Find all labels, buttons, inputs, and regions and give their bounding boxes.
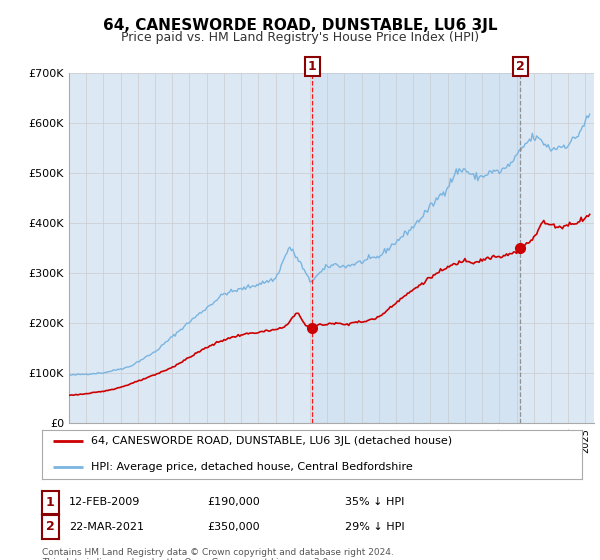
Text: HPI: Average price, detached house, Central Bedfordshire: HPI: Average price, detached house, Cent… bbox=[91, 462, 412, 472]
Text: 64, CANESWORDE ROAD, DUNSTABLE, LU6 3JL: 64, CANESWORDE ROAD, DUNSTABLE, LU6 3JL bbox=[103, 18, 497, 33]
Text: 29% ↓ HPI: 29% ↓ HPI bbox=[345, 522, 404, 532]
Bar bbox=[312, 73, 520, 423]
Text: 2: 2 bbox=[46, 520, 55, 534]
Text: 2: 2 bbox=[516, 60, 525, 73]
Text: £190,000: £190,000 bbox=[207, 497, 260, 507]
Text: 12-FEB-2009: 12-FEB-2009 bbox=[69, 497, 140, 507]
Text: 1: 1 bbox=[308, 60, 316, 73]
Text: £350,000: £350,000 bbox=[207, 522, 260, 532]
Text: 35% ↓ HPI: 35% ↓ HPI bbox=[345, 497, 404, 507]
Text: Price paid vs. HM Land Registry's House Price Index (HPI): Price paid vs. HM Land Registry's House … bbox=[121, 31, 479, 44]
Text: Contains HM Land Registry data © Crown copyright and database right 2024.
This d: Contains HM Land Registry data © Crown c… bbox=[42, 548, 394, 560]
Text: 1: 1 bbox=[46, 496, 55, 509]
Text: 64, CANESWORDE ROAD, DUNSTABLE, LU6 3JL (detached house): 64, CANESWORDE ROAD, DUNSTABLE, LU6 3JL … bbox=[91, 436, 452, 446]
Text: 22-MAR-2021: 22-MAR-2021 bbox=[69, 522, 144, 532]
